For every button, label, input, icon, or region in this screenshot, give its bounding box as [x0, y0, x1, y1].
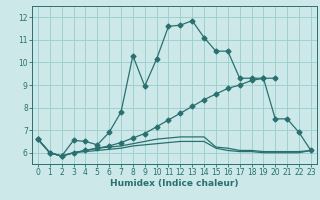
X-axis label: Humidex (Indice chaleur): Humidex (Indice chaleur): [110, 179, 239, 188]
